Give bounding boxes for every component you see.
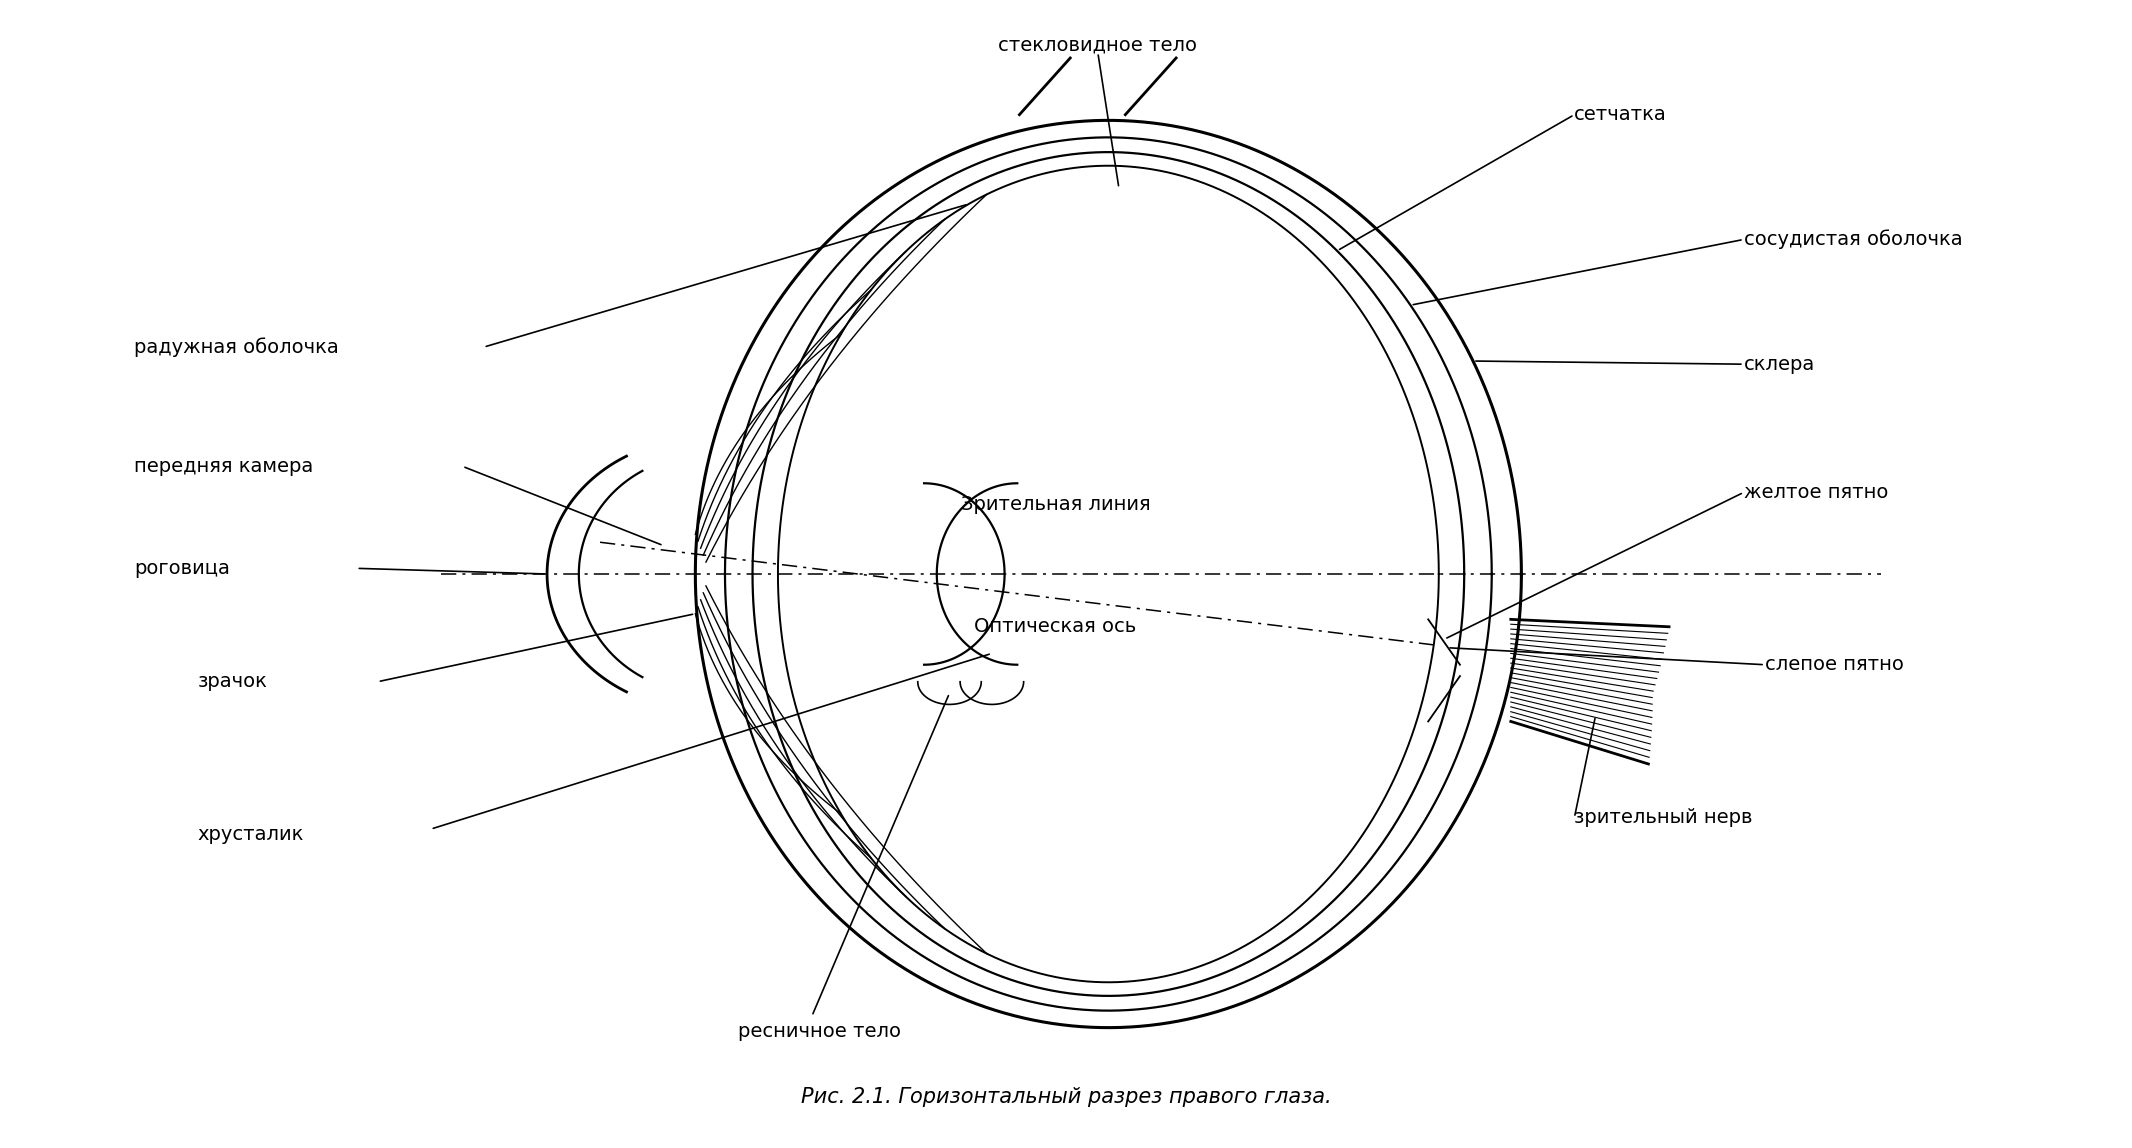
Text: роговица: роговица	[134, 559, 230, 577]
Text: слепое пятно: слепое пятно	[1765, 656, 1904, 674]
Text: хрусталик: хрусталик	[198, 825, 305, 844]
Text: сетчатка: сетчатка	[1573, 106, 1667, 124]
Text: зрачок: зрачок	[198, 673, 266, 691]
Text: радужная оболочка: радужная оболочка	[134, 338, 339, 357]
Text: ресничное тело: ресничное тело	[738, 1022, 900, 1040]
Text: склера: склера	[1744, 355, 1814, 374]
Text: Рис. 2.1. Горизонтальный разрез правого глаза.: Рис. 2.1. Горизонтальный разрез правого …	[802, 1087, 1330, 1107]
Text: желтое пятно: желтое пятно	[1744, 483, 1889, 502]
Text: Зрительная линия: Зрительная линия	[962, 495, 1151, 514]
Text: зрительный нерв: зрительный нерв	[1573, 808, 1753, 828]
Text: сосудистая оболочка: сосудистая оболочка	[1744, 230, 1961, 249]
Text: стекловидное тело: стекловидное тело	[998, 36, 1198, 54]
Text: Оптическая ось: Оптическая ось	[974, 618, 1136, 636]
Text: передняя камера: передняя камера	[134, 457, 313, 475]
